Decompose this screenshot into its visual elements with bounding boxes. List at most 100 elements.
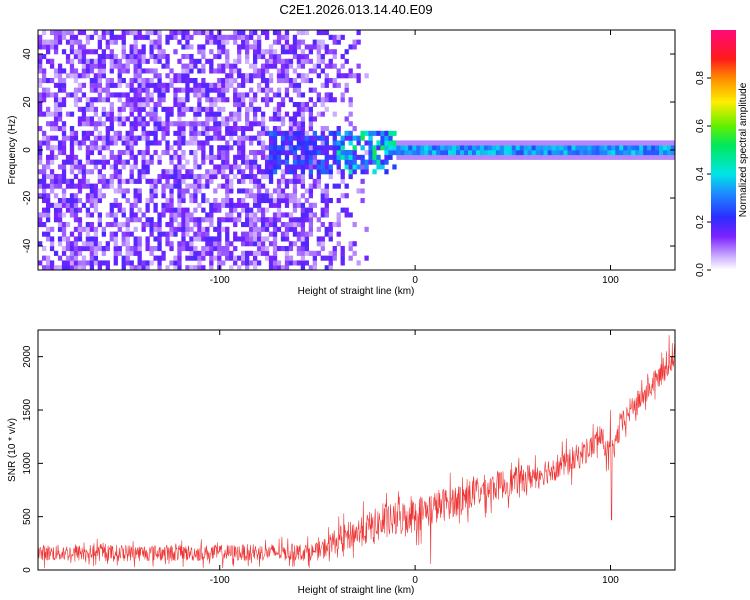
spectrogram-cell [531,145,536,151]
spectrogram-cell [157,212,162,218]
spectrogram-cell [177,193,182,199]
spectrogram-cell [149,97,154,103]
spectrogram-cell [284,39,290,45]
spectrogram-cell [81,226,87,232]
spectrogram-cell [69,202,75,208]
spectrogram-cell [53,174,59,180]
spectrogram-cell [45,183,51,189]
spectrogram-cell [73,207,79,213]
spectrogram-cell [519,145,525,151]
spectrogram-cell [185,54,190,60]
spectrogram-cell [300,111,306,117]
spectrogram-cell [340,207,345,213]
spectrogram-cell [245,250,250,256]
spectrogram-cell [308,135,314,141]
spectrogram-cell [133,154,138,160]
spectrogram-cell [197,82,202,88]
spectrogram-cell [61,265,67,270]
spectrogram-cell [97,265,102,270]
spectrogram-cell [217,207,222,213]
spectrogram-cell [296,217,302,223]
spectrogram-cell [225,246,230,252]
spectrogram-cell [348,130,353,136]
spectrogram-cell [229,178,234,184]
spectrogram-cell [149,198,154,204]
spectrogram-cell [65,58,71,64]
spectrogram-cell [185,183,190,189]
spectrogram-cell [296,202,302,208]
spectrogram-cell [89,116,95,122]
spectrogram-cell [503,145,509,151]
spectrogram-cell [41,78,47,84]
spectrogram-cell [237,30,242,36]
spectrogram-cell [432,140,437,146]
spectrogram-cell [388,150,393,156]
spectrogram-cell [153,102,158,108]
spectrogram-cell [41,246,47,252]
spectrogram-cell [245,236,250,242]
spectrogram-cell [328,97,333,103]
spectrogram-cell [173,212,178,218]
spectrogram-cell [137,78,142,84]
spectrogram-cell [249,241,254,247]
spectrogram-cell [300,145,306,151]
colorbar-tick-label: 0.8 [695,71,706,85]
spectrogram-cell [280,231,286,237]
spectrogram-cell [595,145,600,151]
spectrogram-cell [324,193,329,199]
spectrogram-cell [105,44,110,50]
spectrogram-cell [221,154,226,160]
spectrogram-cell [125,130,130,136]
spectrogram-cell [65,236,71,242]
spectrogram-cell [77,73,83,79]
spectrogram-cell [133,246,138,252]
spectrogram-cell [117,154,122,160]
spectrogram-cell [145,140,150,146]
spectrogram-cell [284,255,290,261]
spectrogram-cell [133,92,138,98]
spectrogram-cell [348,164,353,170]
spectrogram-cell [428,154,433,160]
spectrogram-cell [551,150,556,156]
spectrogram-cell [217,145,222,151]
spectrogram-cell [105,212,110,218]
spectrogram-cell [256,68,262,74]
spectrogram-cell [45,106,51,112]
spectrogram-cell [312,140,317,146]
spectrogram-cell [93,202,99,208]
spectrogram-cell [201,246,206,252]
spectrogram-cell [312,102,317,108]
spectrogram-cell [97,68,102,74]
spectrogram-cell [352,250,357,256]
spectrogram-cell [320,169,325,175]
spectrogram-cell [245,193,250,199]
spectrogram-cell [316,178,321,184]
spectrogram-cell [567,140,572,146]
spectrogram-cell [229,207,234,213]
spectrogram-cell [181,198,186,204]
spectrogram-cell [356,154,361,160]
spectrogram-cell [117,130,122,136]
spectrogram-cell [65,260,71,266]
spectrogram-cell [221,183,226,189]
spectrogram-cell [137,265,142,270]
spectrogram-cell [153,106,158,112]
spectrogram-cell [233,116,238,122]
spectrogram-cell [304,159,310,165]
spectrogram-cell [217,78,222,84]
spectrogram-cell [292,241,298,247]
spectrogram-cell [245,116,250,122]
spectrogram-cell [133,217,138,223]
spectrogram-cell [105,116,110,122]
spectrogram-cell [448,140,453,146]
spectrogram-cell [181,30,186,36]
spectrogram-cell [69,255,75,261]
spectrogram-cell [233,140,238,146]
spectrogram-cell [133,87,138,93]
spectrogram-cell [145,246,150,252]
spectrogram-cell [85,246,91,252]
spectrogram-cell [332,255,337,261]
spectrogram-cell [268,44,274,50]
spectrogram-cell [61,97,67,103]
spectrogram-cell [412,150,417,156]
